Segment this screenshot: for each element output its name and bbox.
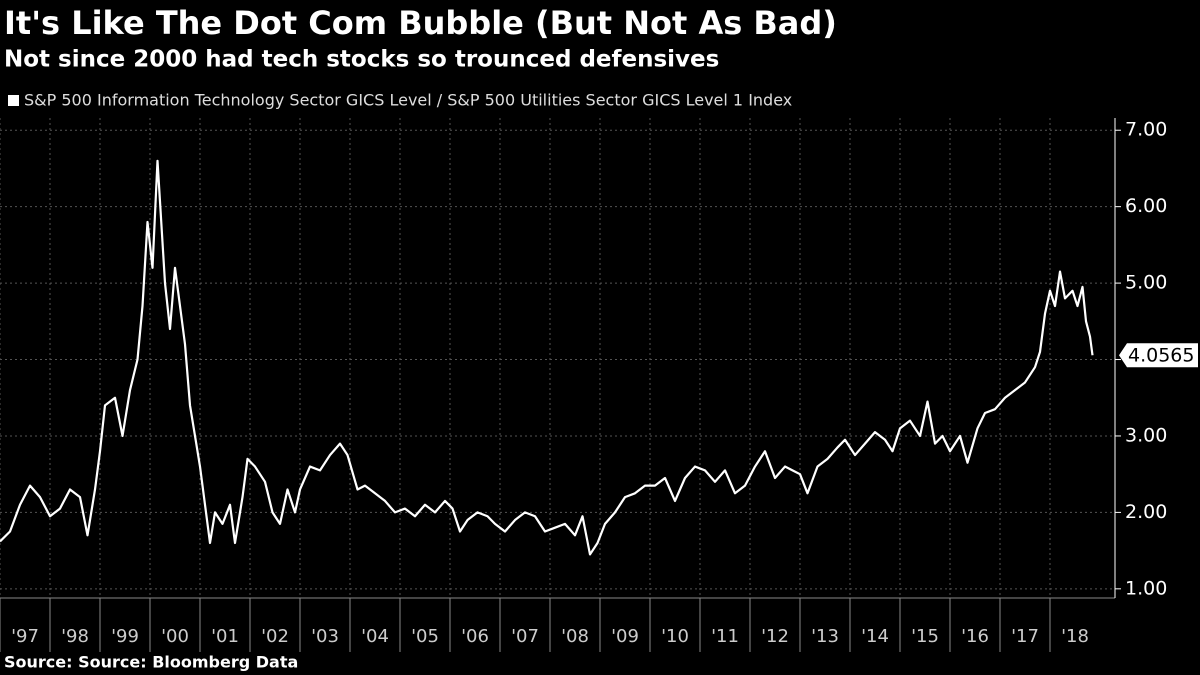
x-tick-label: '12 xyxy=(761,626,789,647)
x-tick-label: '07 xyxy=(511,626,539,647)
x-tick-label: '02 xyxy=(261,626,289,647)
x-tick-label: '08 xyxy=(561,626,589,647)
x-tick-label: '00 xyxy=(161,626,189,647)
x-tick-label: '17 xyxy=(1011,626,1039,647)
x-tick-label: '15 xyxy=(911,626,939,647)
last-value-label: 4.0565 xyxy=(1128,345,1194,367)
y-tick-label: 7.00 xyxy=(1125,119,1167,141)
x-tick-label: '03 xyxy=(311,626,339,647)
x-tick-label: '18 xyxy=(1061,626,1089,647)
y-tick-label: 6.00 xyxy=(1125,195,1167,217)
y-tick-label: 1.00 xyxy=(1125,577,1167,599)
chart-title: It's Like The Dot Com Bubble (But Not As… xyxy=(4,4,837,42)
x-tick-label: '99 xyxy=(111,626,139,647)
legend-label: S&P 500 Information Technology Sector GI… xyxy=(24,91,792,110)
y-tick-label: 5.00 xyxy=(1125,272,1167,294)
x-tick-label: '11 xyxy=(711,626,739,647)
x-tick-label: '97 xyxy=(11,626,39,647)
x-tick-label: '13 xyxy=(811,626,839,647)
y-tick-label: 3.00 xyxy=(1125,424,1167,446)
legend-swatch xyxy=(8,95,19,106)
x-tick-label: '16 xyxy=(961,626,989,647)
series-line xyxy=(0,159,1094,556)
x-tick-label: '10 xyxy=(661,626,689,647)
x-tick-label: '01 xyxy=(211,626,239,647)
last-value-box xyxy=(1119,343,1198,368)
x-tick-label: '04 xyxy=(361,626,389,647)
x-tick-label: '05 xyxy=(411,626,439,647)
x-tick-label: '14 xyxy=(861,626,889,647)
x-tick-label: '06 xyxy=(461,626,489,647)
x-tick-label: '09 xyxy=(611,626,639,647)
y-tick-label: 2.00 xyxy=(1125,501,1167,523)
source: Source: Source: Bloomberg Data xyxy=(4,653,298,672)
x-tick-label: '98 xyxy=(61,626,89,647)
chart-subtitle: Not since 2000 had tech stocks so trounc… xyxy=(4,47,719,73)
